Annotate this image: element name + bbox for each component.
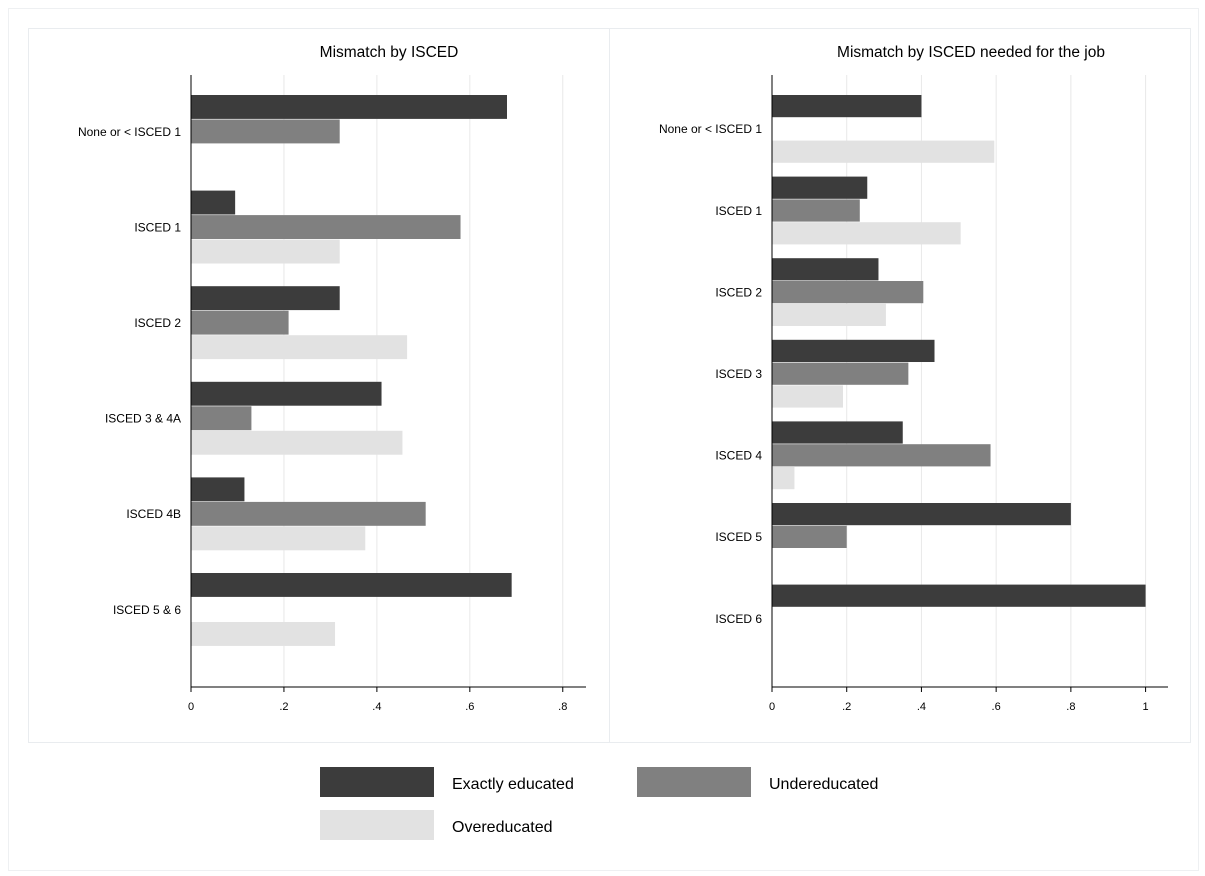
x-tick-label: .2 xyxy=(279,701,288,713)
x-tick-label: .4 xyxy=(372,701,381,713)
bars xyxy=(772,95,1146,607)
panel-frame xyxy=(609,28,1191,743)
bar-under-0 xyxy=(191,119,340,144)
category-label: ISCED 4 xyxy=(715,449,762,463)
bar-exact-3 xyxy=(772,339,935,362)
bar-exact-4 xyxy=(772,421,903,444)
bar-over-2 xyxy=(772,303,886,326)
bar-under-4 xyxy=(191,501,426,526)
bar-exact-5 xyxy=(772,503,1071,526)
category-labels: None or < ISCED 1 ISCED 1 ISCED 2 ISCED 3 IS… xyxy=(659,122,762,626)
x-tick-label: .6 xyxy=(465,701,474,713)
bar-exact-4 xyxy=(191,477,245,502)
category-label: None or < ISCED 1 xyxy=(78,125,181,139)
category-label: ISCED 2 xyxy=(715,285,762,299)
bar-over-1 xyxy=(191,239,340,264)
bar-under-4 xyxy=(772,444,991,467)
category-label: ISCED 5 xyxy=(715,530,762,544)
category-label: ISCED 3 & 4A xyxy=(105,412,181,426)
bar-under-2 xyxy=(191,310,289,335)
bar-over-4 xyxy=(191,526,366,551)
bar-exact-5 xyxy=(191,573,512,597)
legend-label-overeducated: Overeducated xyxy=(452,819,553,836)
bar-exact-3 xyxy=(191,381,382,406)
category-label: ISCED 3 xyxy=(715,367,762,381)
x-tick-label: 0 xyxy=(188,701,194,713)
x-tick-label: 0 xyxy=(769,701,775,713)
legend-swatch-undereducated xyxy=(637,767,751,797)
legend-label-exactly-educated: Exactly educated xyxy=(452,776,574,793)
bar-exact-0 xyxy=(772,95,922,118)
bar-over-2 xyxy=(191,335,408,360)
x-tick-label: .6 xyxy=(992,701,1001,713)
chart-title: Mismatch by ISCED needed for the job xyxy=(837,44,1105,61)
bar-under-3 xyxy=(191,406,252,431)
bar-over-5 xyxy=(191,622,336,646)
bar-under-3 xyxy=(772,362,909,385)
x-tick-label: .4 xyxy=(917,701,926,713)
bar-over-3 xyxy=(772,385,843,408)
bar-under-1 xyxy=(191,215,461,239)
category-label: ISCED 1 xyxy=(715,204,762,218)
category-label: ISCED 4B xyxy=(126,507,181,521)
bar-over-1 xyxy=(772,222,961,245)
chart-title: Mismatch by ISCED xyxy=(320,44,459,61)
legend: Exactly educated Undereducated Overeduca… xyxy=(320,767,878,840)
bar-under-1 xyxy=(772,199,860,222)
x-tick-label: .8 xyxy=(1066,701,1075,713)
bar-exact-1 xyxy=(772,176,868,199)
bar-over-0 xyxy=(772,140,995,163)
bar-under-5 xyxy=(772,525,847,548)
bar-exact-0 xyxy=(191,95,507,119)
bar-exact-2 xyxy=(191,286,340,311)
legend-swatch-overeducated xyxy=(320,810,434,840)
panel-mismatch-by-isced: Mismatch by ISCED None or < ISCED 1 ISCED… xyxy=(28,28,610,743)
category-label: ISCED 6 xyxy=(715,612,762,626)
category-label: ISCED 5 & 6 xyxy=(113,603,181,617)
category-labels: None or < ISCED 1 ISCED 1 ISCED 2 ISCED 3 &… xyxy=(78,125,181,617)
x-tick-label: .8 xyxy=(558,701,567,713)
figure-frame xyxy=(8,8,1199,871)
legend-label-undereducated: Undereducated xyxy=(769,776,878,793)
bar-exact-1 xyxy=(191,190,236,215)
x-tick-label: 1 xyxy=(1143,701,1149,713)
bar-exact-2 xyxy=(772,258,879,281)
tick-labels: 0 .2 .4 .6 .8 1 xyxy=(769,701,1149,713)
bar-under-2 xyxy=(772,281,924,304)
category-label: None or < ISCED 1 xyxy=(659,122,762,136)
x-tick-label: .2 xyxy=(842,701,851,713)
bar-over-4 xyxy=(772,467,795,490)
panel-mismatch-by-isced-needed: Mismatch by ISCED needed for the job Non… xyxy=(609,28,1191,743)
bar-over-3 xyxy=(191,430,403,455)
category-label: ISCED 2 xyxy=(134,316,181,330)
legend-swatch-exactly-educated xyxy=(320,767,434,797)
axes xyxy=(190,75,586,692)
bar-exact-6 xyxy=(772,584,1146,607)
bars xyxy=(191,95,512,646)
tick-labels: 0 .2 .4 .6 .8 xyxy=(188,701,567,713)
category-label: ISCED 1 xyxy=(134,220,181,234)
axes xyxy=(771,75,1168,692)
